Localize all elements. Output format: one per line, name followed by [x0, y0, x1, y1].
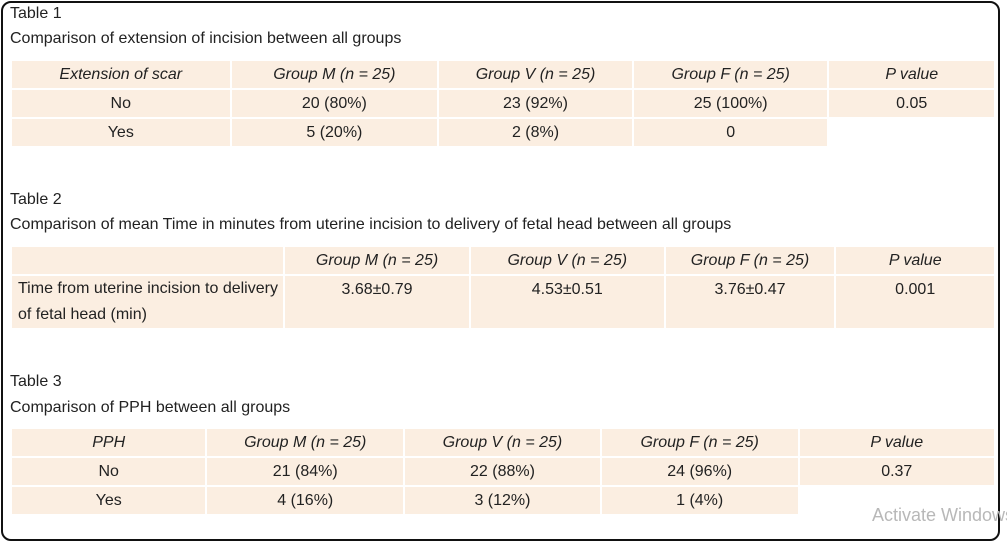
- table3-header-cell: Group V (n = 25): [403, 427, 602, 458]
- table-row: No 20 (80%) 23 (92%) 25 (100%) 0.05: [10, 88, 996, 119]
- table-row: No 21 (84%) 22 (88%) 24 (96%) 0.37: [9, 456, 997, 487]
- table3-header-cell: Group M (n = 25): [205, 427, 406, 458]
- table3-header-cell: PPH: [9, 427, 208, 458]
- table3-label: Table 3: [10, 373, 62, 390]
- activation-watermark: Activate Windows: [872, 505, 1007, 525]
- empty-cell: [797, 485, 997, 516]
- table-cell: 22 (88%): [403, 456, 602, 487]
- table-cell: 21 (84%): [205, 456, 406, 487]
- table-cell: 0.37: [797, 456, 997, 487]
- table-cell: 23 (92%): [437, 88, 634, 119]
- table1-header-row: Extension of scar Group M (n = 25) Group…: [10, 59, 996, 90]
- table-cell: Yes: [9, 485, 208, 516]
- table2-header-cell: Group M (n = 25): [283, 245, 471, 276]
- table-cell: 4 (16%): [205, 485, 406, 516]
- table-cell: 25 (100%): [631, 88, 830, 119]
- table-cell: 0.001: [834, 274, 996, 330]
- table-cell: 4.53±0.51: [468, 274, 666, 330]
- table-cell: 5 (20%): [229, 117, 440, 148]
- table3: PPH Group M (n = 25) Group V (n = 25) Gr…: [9, 427, 997, 516]
- table-cell: 0: [631, 117, 830, 148]
- table2-header-cell: [9, 245, 286, 276]
- table-cell: 3 (12%): [403, 485, 602, 516]
- table-cell: 1 (4%): [599, 485, 800, 516]
- table-cell: Time from uterine incision to delivery o…: [9, 274, 286, 330]
- table-cell: 0.05: [827, 88, 996, 119]
- table3-header-row: PPH Group M (n = 25) Group V (n = 25) Gr…: [9, 427, 997, 458]
- empty-cell: [827, 117, 996, 148]
- table-cell: 2 (8%): [437, 117, 634, 148]
- table2-label: Table 2: [10, 191, 62, 208]
- table-row: Yes 5 (20%) 2 (8%) 0: [10, 117, 996, 148]
- table-row: Time from uterine incision to delivery o…: [9, 274, 996, 330]
- table-row: Yes 4 (16%) 3 (12%) 1 (4%): [9, 485, 997, 516]
- table2: Group M (n = 25) Group V (n = 25) Group …: [9, 245, 996, 330]
- table2-header-row: Group M (n = 25) Group V (n = 25) Group …: [9, 245, 996, 276]
- table3-header-cell: P value: [797, 427, 997, 458]
- table1-header-cell: Group V (n = 25): [437, 59, 634, 90]
- table-cell: 3.76±0.47: [663, 274, 837, 330]
- table-cell: No: [9, 456, 208, 487]
- table1-header-cell: Group M (n = 25): [229, 59, 440, 90]
- table1-header-cell: P value: [827, 59, 996, 90]
- table1-label: Table 1: [10, 5, 62, 22]
- table1-caption: Comparison of extension of incision betw…: [10, 30, 402, 47]
- table2-header-cell: P value: [834, 245, 996, 276]
- table2-header-cell: Group V (n = 25): [468, 245, 666, 276]
- table3-caption: Comparison of PPH between all groups: [10, 399, 291, 416]
- table2-header-cell: Group F (n = 25): [663, 245, 837, 276]
- table2-caption: Comparison of mean Time in minutes from …: [10, 216, 732, 233]
- table-cell: 3.68±0.79: [283, 274, 471, 330]
- table-cell: 20 (80%): [229, 88, 440, 119]
- table-cell: Yes: [10, 117, 232, 148]
- table-cell: 24 (96%): [599, 456, 800, 487]
- table-cell: No: [10, 88, 232, 119]
- table1-header-cell: Group F (n = 25): [631, 59, 830, 90]
- table1: Extension of scar Group M (n = 25) Group…: [10, 59, 996, 148]
- table3-header-cell: Group F (n = 25): [599, 427, 800, 458]
- table1-header-cell: Extension of scar: [10, 59, 232, 90]
